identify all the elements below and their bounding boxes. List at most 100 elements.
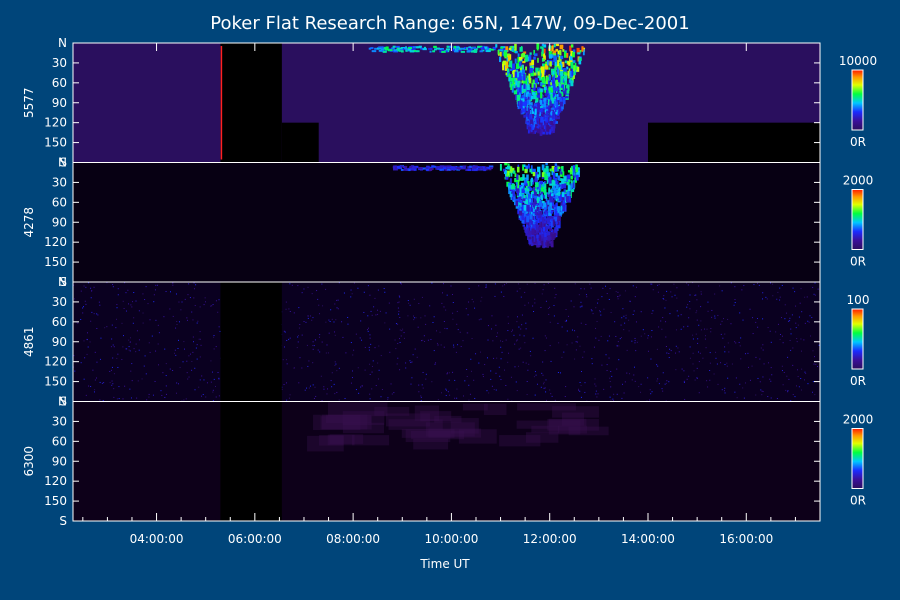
noise-pixel — [721, 290, 723, 292]
y-tick-label: 120 — [44, 116, 67, 130]
noise-pixel — [731, 363, 733, 365]
noise-pixel — [621, 397, 623, 399]
noise-pixel — [73, 355, 75, 357]
emission-pixel — [568, 179, 571, 182]
emission-pixel — [510, 77, 514, 82]
emission-pixel — [476, 166, 480, 169]
emission-pixel — [559, 101, 563, 107]
emission-pixel — [578, 57, 582, 65]
emission-pixel — [566, 179, 569, 183]
noise-pixel — [211, 305, 213, 307]
emission-pixel — [554, 99, 558, 107]
noise-pixel — [399, 296, 401, 298]
emission-pixel — [529, 168, 532, 173]
noise-pixel — [141, 378, 143, 380]
noise-pixel — [676, 297, 678, 299]
emission-pixel — [505, 61, 509, 69]
noise-pixel — [713, 373, 715, 375]
emission-pixel — [509, 188, 512, 193]
emission-pixel — [479, 50, 483, 53]
emission-pixel — [556, 77, 559, 82]
y-tick-label: 120 — [44, 474, 67, 488]
noise-pixel — [647, 377, 649, 379]
emission-pixel — [525, 200, 528, 205]
x-tick-label: 16:00:00 — [719, 532, 773, 546]
noise-pixel — [671, 296, 673, 298]
emission-pixel — [532, 170, 536, 177]
emission-pixel — [552, 199, 555, 203]
emission-pixel — [551, 202, 555, 207]
noise-pixel — [401, 330, 403, 332]
noise-pixel — [794, 396, 796, 398]
panel-image — [392, 162, 581, 249]
y-tick-label: 90 — [52, 335, 67, 349]
emission-pixel — [526, 225, 530, 228]
noise-pixel — [609, 381, 611, 383]
emission-pixel — [520, 46, 523, 51]
noise-pixel — [361, 385, 363, 387]
noise-pixel — [212, 391, 214, 393]
noise-pixel — [807, 320, 809, 322]
emission-pixel — [556, 112, 560, 116]
noise-pixel — [193, 297, 195, 299]
emission-pixel — [550, 93, 553, 100]
emission-pixel — [533, 106, 537, 112]
panel-image — [220, 401, 609, 521]
emission-pixel — [521, 215, 525, 219]
noise-pixel — [88, 282, 90, 284]
noise-pixel — [148, 396, 150, 398]
noise-pixel — [815, 363, 817, 365]
noise-pixel — [804, 296, 806, 298]
emission-pixel — [556, 116, 560, 120]
noise-pixel — [123, 308, 125, 310]
emission-pixel — [558, 194, 562, 201]
emission-pixel — [537, 57, 539, 63]
noise-pixel — [663, 298, 665, 300]
noise-pixel — [405, 367, 407, 369]
noise-pixel — [714, 315, 716, 317]
noise-pixel — [518, 326, 520, 328]
emission-pixel — [504, 162, 508, 166]
emission-pixel — [526, 84, 530, 91]
emission-pixel — [518, 72, 522, 79]
emission-pixel — [548, 94, 552, 102]
noise-pixel — [799, 302, 801, 304]
emission-pixel — [540, 116, 544, 123]
diffuse-glow — [351, 435, 390, 446]
noise-pixel — [116, 318, 118, 320]
emission-pixel — [547, 94, 551, 98]
emission-pixel — [531, 82, 534, 88]
noise-pixel — [289, 310, 291, 312]
noise-pixel — [565, 386, 567, 388]
emission-pixel — [432, 50, 436, 53]
emission-pixel — [440, 48, 444, 51]
noise-pixel — [169, 291, 171, 293]
emission-pixel — [541, 172, 545, 178]
noise-pixel — [779, 299, 781, 301]
emission-pixel — [504, 49, 508, 53]
noise-pixel — [543, 383, 545, 385]
noise-pixel — [734, 391, 736, 393]
diffuse-glow — [434, 415, 462, 423]
emission-pixel — [560, 205, 563, 211]
noise-pixel — [466, 332, 468, 334]
noise-pixel — [82, 307, 84, 309]
emission-pixel — [402, 166, 405, 169]
noise-pixel — [310, 315, 312, 317]
emission-pixel — [497, 49, 500, 55]
noise-pixel — [515, 381, 517, 383]
noise-pixel — [496, 335, 498, 337]
emission-pixel — [507, 55, 511, 62]
noise-pixel — [369, 294, 371, 296]
noise-pixel — [647, 337, 649, 339]
emission-pixel — [447, 168, 451, 171]
noise-pixel — [800, 389, 802, 391]
noise-pixel — [377, 362, 379, 364]
emission-pixel — [510, 74, 513, 78]
noise-pixel — [519, 334, 521, 336]
noise-pixel — [87, 332, 89, 334]
emission-pixel — [446, 45, 449, 48]
noise-pixel — [608, 335, 610, 337]
emission-pixel — [525, 112, 529, 117]
noise-pixel — [298, 327, 300, 329]
